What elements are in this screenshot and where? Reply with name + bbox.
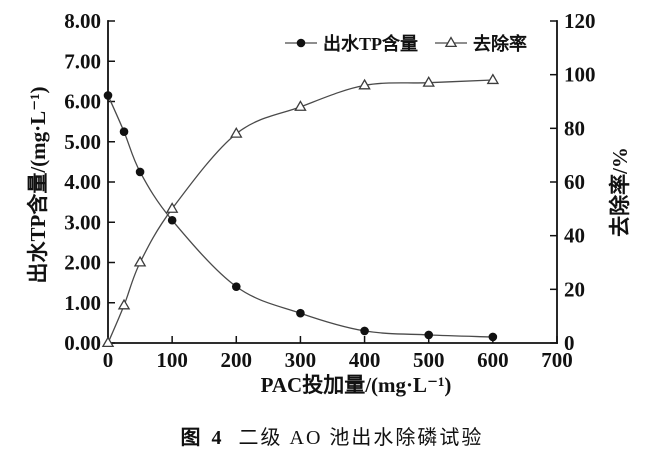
legend-label-1: 去除率 [473, 33, 527, 54]
y-tick-label-left: 1.00 [64, 291, 101, 315]
series-1-data-point [230, 127, 243, 138]
figure-title: 二级 AO 池出水除磷试验 [238, 427, 484, 449]
y-tick-label-left: 8.00 [64, 9, 101, 33]
series-0-data-point [103, 91, 113, 100]
series-0-data-point [296, 308, 305, 318]
y-axis-title-left: 出水TP含量/(mg·L⁻¹) [26, 86, 50, 283]
series-0-data-point [360, 326, 369, 336]
figure-caption: 图 4 二级 AO 池出水除磷试验 [8, 421, 648, 450]
y-tick-label-right: 120 [564, 9, 596, 33]
x-tick-label: 0 [103, 348, 114, 372]
y-tick-label-right: 0 [564, 331, 575, 355]
legend-marker-0 [296, 38, 306, 48]
y-tick-label-right: 80 [564, 116, 585, 140]
y-tick-label-left: 3.00 [64, 210, 101, 234]
series-0-data-point [167, 215, 177, 225]
tp-removal-chart: 0.00 1.00 2.00 3.00 4.00 5.00 6.00 7.00 8.00 0 20 4… [26, 9, 632, 397]
x-tick-label: 500 [413, 348, 445, 372]
series-0-data-point [135, 167, 145, 177]
y-tick-label-right: 60 [564, 170, 585, 194]
x-tick-label: 200 [221, 348, 253, 372]
y-tick-label-left: 4.00 [64, 170, 101, 194]
series-0-line [107, 95, 493, 338]
x-tick-label: 100 [156, 348, 188, 372]
legend-label-0: 出水TP含量 [323, 33, 418, 54]
x-tick-label: 600 [477, 348, 509, 372]
legend-marker-1 [444, 36, 458, 48]
series-1-data-point [101, 336, 115, 348]
x-tick-label: 400 [349, 348, 381, 372]
x-tick-label: 700 [541, 348, 573, 372]
series-1-data-point [294, 100, 307, 111]
series-0-data-point [119, 127, 129, 136]
y-tick-label-left: 0.00 [64, 331, 101, 355]
y-axis-title-right: 去除率/% [608, 147, 632, 237]
figure-number: 图 4 [180, 427, 225, 449]
x-axis-title: PAC投加量/(mg·L⁻¹) [261, 373, 452, 397]
series-0-data-point [424, 330, 434, 340]
y-tick-label-right: 100 [564, 63, 596, 87]
y-tick-label-left: 7.00 [64, 49, 101, 73]
y-tick-label-right: 20 [564, 277, 585, 301]
series-1-data-point [117, 298, 131, 310]
series-1-data-point [486, 73, 500, 85]
y-tick-label-left: 6.00 [64, 90, 101, 114]
y-tick-label-left: 2.00 [64, 251, 101, 275]
series-0-data-point [488, 332, 498, 342]
series-0-data-point [231, 282, 241, 291]
series-1-data-point [165, 202, 179, 213]
y-tick-label-left: 5.00 [64, 130, 101, 154]
series-1-data-point [422, 76, 435, 87]
y-tick-label-right: 40 [564, 224, 585, 248]
x-tick-label: 300 [285, 348, 317, 372]
series-1-data-point [358, 78, 371, 90]
series-1-data-point [133, 255, 147, 267]
